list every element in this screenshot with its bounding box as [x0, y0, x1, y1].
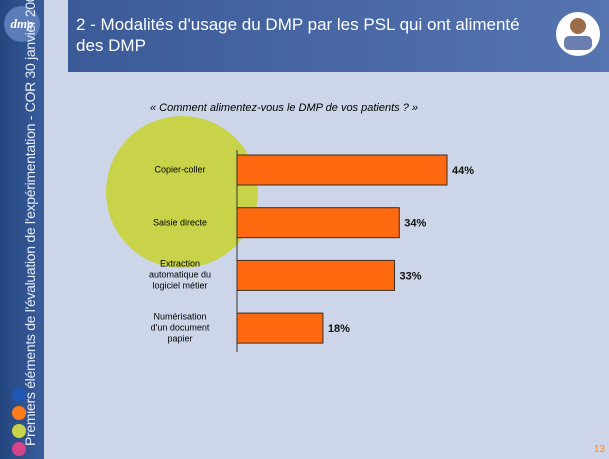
- icon: [556, 12, 600, 56]
- bar: [236, 207, 400, 239]
- sidebar-text: Premiers éléments de l'évaluation de l'e…: [22, 0, 38, 446]
- dot: [12, 424, 26, 438]
- sidebar: dmp Premiers éléments de l'évaluation de…: [0, 0, 44, 459]
- dot: [12, 388, 26, 402]
- value-label: 44%: [452, 165, 474, 177]
- value-label: 18%: [328, 323, 350, 335]
- category-label: Extraction automatique du logiciel métie…: [148, 258, 212, 291]
- header: 2 - Modalités d'usage du DMP par les PSL…: [68, 0, 609, 72]
- page-number: 13: [593, 444, 605, 455]
- value-label: 34%: [404, 218, 426, 230]
- category-label: Copier-coller: [154, 164, 206, 175]
- value-label: 33%: [400, 270, 422, 282]
- chart-title: « Comment alimentez-vous le DMP de vos p…: [150, 102, 418, 114]
- bar: [236, 259, 395, 291]
- slide-title: 2 - Modalités d'usage du DMP par les PSL…: [76, 15, 520, 55]
- dot: [12, 442, 26, 456]
- bar: [236, 312, 324, 344]
- category-label: Saisie directe: [152, 217, 208, 228]
- decor-circle: [106, 116, 258, 268]
- dot: [12, 406, 26, 420]
- logo: dmp: [4, 6, 40, 42]
- bar: [236, 154, 448, 186]
- category-label: Numérisation d'un document papier: [150, 311, 210, 344]
